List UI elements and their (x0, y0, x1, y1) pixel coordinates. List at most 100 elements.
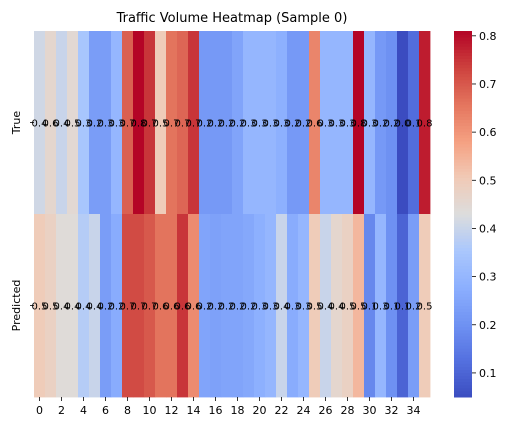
heatmap-cell (353, 31, 365, 215)
colorbar-segment (454, 302, 472, 306)
heatmap-cell (122, 214, 134, 398)
heatmap-cell (56, 214, 68, 398)
heatmap-cell (386, 31, 398, 215)
heatmap-cell (254, 31, 266, 215)
heatmap-cell (144, 214, 156, 398)
colorbar-segment (454, 183, 472, 188)
colorbar-segment (454, 207, 472, 212)
cell-annotation: 0.3 (329, 119, 345, 130)
colorbar-segment (454, 110, 472, 114)
x-tick-label: 22 (275, 404, 289, 417)
cell-annotation: 0.2 (208, 119, 224, 130)
cell-annotation: 0.2 (197, 302, 213, 313)
heatmap-cell (199, 31, 211, 215)
heatmap-cell (122, 31, 134, 215)
colorbar-segment (454, 326, 472, 331)
heatmap-cell (155, 31, 167, 215)
colorbar-segment (454, 137, 472, 142)
colorbar-segment (454, 159, 472, 163)
cell-annotation: 0.2 (87, 119, 103, 130)
x-tick-label: 24 (297, 404, 311, 417)
y-tick-label: Predicted (10, 280, 23, 332)
colorbar-segment (454, 217, 472, 221)
heatmap-cell (276, 31, 288, 215)
colorbar-segment (454, 210, 472, 215)
colorbar-segment (454, 204, 472, 209)
cell-annotation: 0.6 (186, 302, 202, 313)
cell-annotation: 0.2 (373, 119, 389, 130)
x-tick-label: 14 (187, 404, 201, 417)
colorbar-segment (454, 61, 472, 66)
colorbar-segment (454, 317, 472, 322)
colorbar-segment (454, 162, 472, 166)
heatmap-cell (265, 31, 277, 215)
cell-annotation: 0.7 (142, 119, 158, 130)
heatmap-cell (309, 31, 321, 215)
colorbar-segment (454, 332, 472, 337)
heatmap-cell (320, 214, 332, 398)
x-tick-label: 2 (58, 404, 65, 417)
heatmap-cell (210, 214, 222, 398)
cell-annotation: 0.4 (274, 302, 290, 313)
heatmap-cell (78, 214, 90, 398)
cell-annotation: 0.7 (175, 119, 191, 130)
cell-annotation: 0.2 (109, 302, 125, 313)
x-tick-label: 12 (165, 404, 179, 417)
colorbar: 0.1 0.2 0.3 0.4 0.5 0.6 0.7 0.8 (454, 30, 497, 398)
colorbar-tick-label: 0.6 (479, 126, 497, 139)
heatmap-cell (67, 214, 79, 398)
colorbar-segment (454, 271, 472, 276)
cell-annotation: 0.5 (32, 302, 48, 313)
colorbar-segment (454, 287, 472, 291)
colorbar-tick-label: 0.5 (479, 174, 497, 187)
colorbar-segment (454, 375, 472, 380)
colorbar-segment (454, 76, 472, 81)
colorbar-segment (454, 244, 472, 249)
heatmap-cell (408, 214, 420, 398)
heatmap-cell (89, 214, 101, 398)
x-tick-label: 18 (231, 404, 245, 417)
colorbar-segment (454, 31, 472, 35)
cell-annotation: 0.5 (307, 302, 323, 313)
heatmap-cell (166, 31, 178, 215)
colorbar-segment (454, 390, 472, 395)
colorbar-tick-label: 0.4 (479, 222, 497, 235)
x-tick-label: 6 (102, 404, 109, 417)
colorbar-segment (454, 192, 472, 197)
cell-annotation: 0.6 (164, 302, 180, 313)
cell-annotation: 0.2 (219, 119, 235, 130)
colorbar-segment (454, 40, 472, 44)
cell-annotation: 0.4 (54, 119, 70, 130)
cell-annotation: 0.3 (318, 119, 334, 130)
cell-annotation: 0.7 (131, 302, 147, 313)
heatmap-cell (188, 214, 200, 398)
heatmap-cell (364, 31, 376, 215)
cell-annotation: 0.3 (252, 302, 268, 313)
heatmap-cell (111, 214, 123, 398)
x-tick-label: 28 (341, 404, 355, 417)
colorbar-segment (454, 345, 472, 349)
colorbar-segment (454, 253, 472, 258)
colorbar-segment (454, 140, 472, 145)
cell-annotation: 0.2 (230, 119, 246, 130)
colorbar-segment (454, 320, 472, 325)
cell-annotation: 0.5 (340, 302, 356, 313)
cell-annotation: 0.2 (219, 302, 235, 313)
cell-annotation: 0.1 (362, 302, 378, 313)
cell-annotation: 0.3 (109, 119, 125, 130)
cell-annotation: 0.2 (197, 119, 213, 130)
colorbar-segment (454, 278, 472, 282)
cell-annotation: 0.7 (142, 302, 158, 313)
colorbar-segment (454, 180, 472, 184)
cell-annotation: 0.4 (32, 119, 48, 130)
heatmap-cell (243, 31, 255, 215)
cell-annotation: 0.8 (417, 119, 433, 130)
colorbar-segment (454, 58, 472, 62)
colorbar-segment (454, 314, 472, 319)
x-tick-label: 26 (319, 404, 333, 417)
heatmap-cell (34, 31, 46, 215)
heatmap-cell (375, 31, 387, 215)
x-tick-label: 10 (143, 404, 157, 417)
cell-annotation: 0.3 (263, 119, 279, 130)
colorbar-segment (454, 336, 472, 340)
